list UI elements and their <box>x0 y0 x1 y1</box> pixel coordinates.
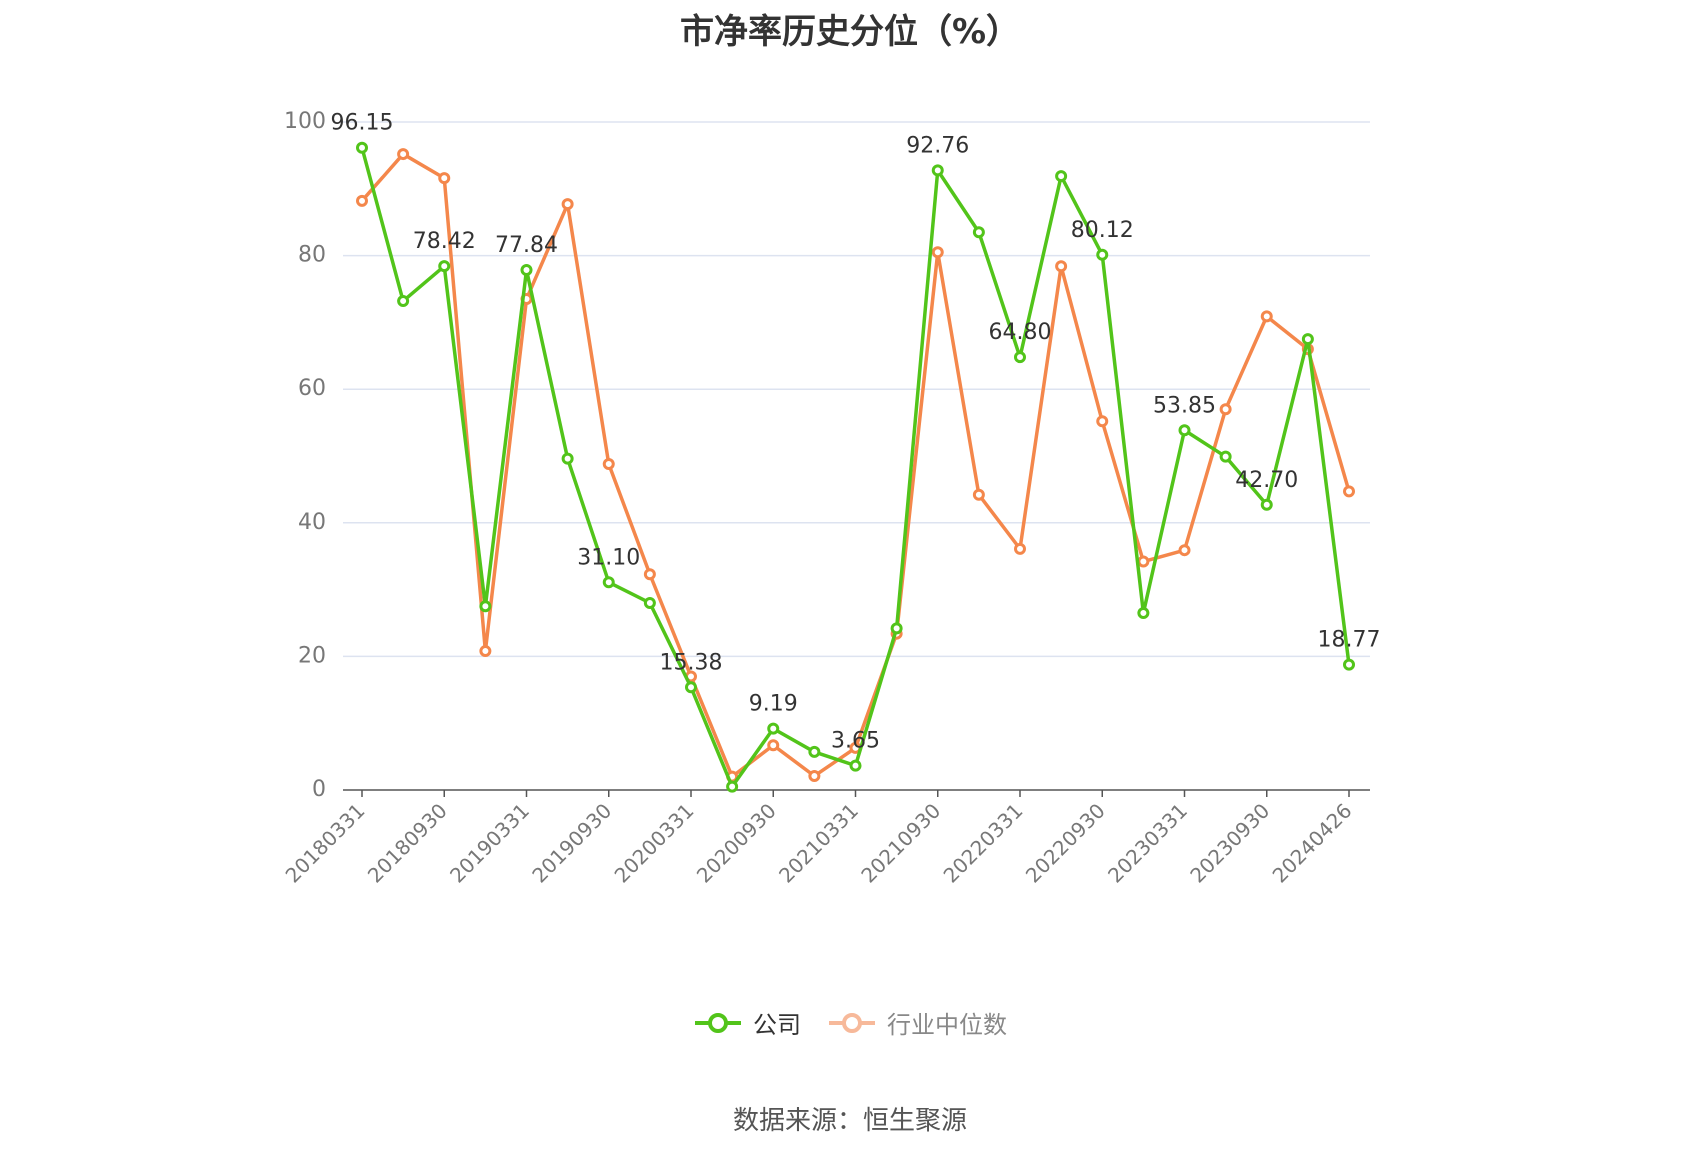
data-label: 77.84 <box>495 233 558 258</box>
company-point <box>602 576 615 589</box>
industry-point <box>397 148 410 161</box>
legend-item-industry[interactable]: 行业中位数 <box>827 1005 1007 1040</box>
company-point <box>561 452 574 465</box>
x-tick-label: 20210331 <box>774 799 863 888</box>
data-label: 78.42 <box>413 229 476 254</box>
legend-company-label: 公司 <box>753 1011 801 1039</box>
legend: 公司 行业中位数 <box>0 1005 1700 1040</box>
legend-industry-icon <box>829 1012 875 1033</box>
company-point <box>849 759 862 772</box>
grid-layer <box>343 121 1370 658</box>
data-label: 42.70 <box>1235 468 1298 493</box>
industry-point <box>1096 415 1109 428</box>
data-label: 80.12 <box>1071 218 1134 243</box>
legend-company-icon <box>695 1012 741 1033</box>
company-point <box>685 681 697 694</box>
y-tick-label: 80 <box>298 243 326 268</box>
company-point <box>479 600 492 613</box>
y-tick-label: 20 <box>298 643 326 668</box>
industry-point <box>1137 555 1150 568</box>
data-label: 64.80 <box>989 320 1052 345</box>
x-tick-label: 20190930 <box>527 799 616 888</box>
data-label-layer: 96.15 78.42 77.84 31.10 15.38 9.19 3.65 92.76 64… <box>331 111 1381 754</box>
legend-industry-label: 行业中位数 <box>887 1011 1007 1039</box>
company-point <box>1055 170 1068 183</box>
company-point <box>438 260 451 273</box>
x-tick-label: 20200331 <box>610 799 699 888</box>
x-tick-label: 20180930 <box>363 799 452 888</box>
line-chart: 0 20 40 60 80 100 2018033120180930201903312019… <box>281 109 1381 888</box>
x-tick-label: 20220930 <box>1021 799 1110 888</box>
industry-point <box>1055 260 1068 273</box>
company-point <box>1137 606 1150 619</box>
data-label: 53.85 <box>1153 393 1216 418</box>
industry-point <box>1014 542 1026 555</box>
data-label: 15.38 <box>660 650 723 675</box>
x-tick-label: 20200930 <box>692 799 781 888</box>
company-point <box>1301 333 1314 346</box>
company-point <box>397 295 410 308</box>
x-tick-label: 20180331 <box>281 799 370 888</box>
y-tick-label: 60 <box>298 376 326 401</box>
company-point <box>356 141 368 154</box>
x-tick-label: 20220331 <box>939 799 1028 888</box>
company-point <box>1178 424 1191 437</box>
industry-point <box>643 568 656 581</box>
company-point <box>726 780 739 793</box>
industry-point <box>602 458 615 471</box>
company-point <box>643 596 656 609</box>
data-label: 96.15 <box>331 111 394 136</box>
industry-point <box>1178 544 1191 557</box>
x-tick-label: 20190331 <box>445 799 534 888</box>
industry-point <box>1260 310 1273 323</box>
x-tick-label: 20230930 <box>1185 799 1274 888</box>
y-tick-label: 40 <box>298 510 326 535</box>
x-tick-label: 20210930 <box>856 799 945 888</box>
data-label: 31.10 <box>577 545 640 570</box>
y-tick-label: 100 <box>284 109 326 134</box>
industry-point <box>479 645 492 658</box>
company-point <box>1219 450 1232 463</box>
company-point <box>808 745 821 758</box>
industry-point <box>931 246 944 259</box>
industry-point <box>356 194 368 207</box>
data-label: 3.65 <box>831 729 880 754</box>
axis-layer: 0 20 40 60 80 100 2018033120180930201903312019… <box>281 109 1370 888</box>
data-label: 9.19 <box>749 692 798 717</box>
company-point <box>972 226 985 239</box>
chart-title: 市净率历史分位（%） <box>679 12 1021 52</box>
y-tick-label: 0 <box>312 777 326 802</box>
company-point <box>1343 658 1355 671</box>
company-point <box>767 722 780 735</box>
industry-point <box>1219 403 1232 416</box>
industry-point <box>808 769 821 782</box>
industry-point <box>972 488 985 501</box>
company-point <box>1096 248 1109 261</box>
x-tick-label: 20230331 <box>1103 799 1192 888</box>
data-label: 92.76 <box>906 133 969 158</box>
x-tick-label: 20240426 <box>1268 799 1357 888</box>
company-point <box>520 264 533 277</box>
industry-point <box>1343 485 1355 498</box>
company-point <box>1260 498 1273 511</box>
industry-point <box>767 739 780 752</box>
data-label: 18.77 <box>1318 628 1381 653</box>
company-point <box>1014 351 1026 364</box>
industry-point <box>561 198 574 211</box>
series-layer <box>356 141 1355 793</box>
company-point <box>931 164 944 177</box>
source-note: 数据来源：恒生聚源 <box>732 1106 967 1136</box>
industry-point <box>438 172 451 185</box>
company-point <box>890 622 903 635</box>
legend-item-company[interactable]: 公司 <box>693 1005 801 1040</box>
